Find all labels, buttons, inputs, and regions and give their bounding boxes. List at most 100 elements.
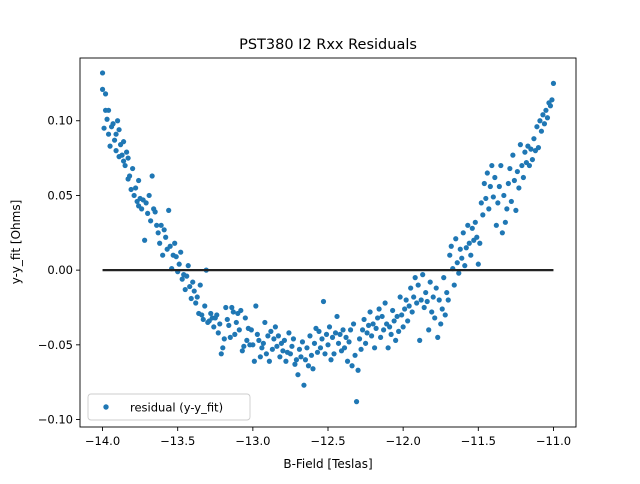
scatter-point [490,194,496,200]
scatter-point [420,272,426,278]
scatter-point [319,336,325,342]
scatter-point [166,207,172,213]
scatter-point [406,303,412,309]
scatter-point [436,297,442,303]
scatter-point [388,331,394,337]
scatter-point [469,225,475,231]
scatter-point [537,118,543,124]
scatter-point [224,316,230,323]
scatter-point [102,91,109,97]
scatter-point [448,243,454,249]
scatter-point [514,168,520,175]
scatter-point [505,180,511,187]
scatter-point [534,124,540,130]
scatter-point [367,309,373,315]
scatter-point [499,230,505,236]
scatter-point [341,345,348,351]
scatter-point [513,207,519,213]
scatter-point [426,327,432,333]
scatter-point [529,156,536,163]
scatter-point [227,334,233,340]
scatter-point [520,174,526,181]
scatter-point [238,307,244,314]
scatter-point [459,255,465,261]
scatter-point [544,115,551,121]
scatter-point [305,363,312,369]
scatter-point [317,345,324,351]
scatter-point [371,345,378,351]
scatter-point [344,358,351,364]
scatter-point [496,183,502,190]
scatter-point [232,331,238,337]
scatter-point [381,327,387,333]
scatter-point [116,127,122,133]
scatter-point [382,300,388,306]
scatter-point [493,222,499,228]
scatter-point [378,334,384,340]
y-tick-label: 0.05 [47,188,73,202]
scatter-point [110,121,116,127]
scatter-point [289,343,295,349]
scatter-point [182,286,188,293]
scatter-point [411,294,417,300]
scatter-point [463,245,469,251]
scatter-point [368,333,375,339]
scatter-point [415,282,421,288]
scatter-point [160,252,166,258]
scatter-point [272,324,278,330]
scatter-point [375,315,381,321]
scatter-point [549,97,555,103]
scatter-point [507,165,513,172]
scatter-point [223,304,229,311]
scatter-point [492,174,498,181]
scatter-point [478,200,484,206]
scatter-point [242,315,248,321]
scatter-point [154,222,160,228]
scatter-point [302,357,309,363]
scatter-point [412,275,418,281]
scatter-point [125,155,131,161]
chart-title: PST380 I2 Rxx Residuals [239,37,417,53]
scatter-point [208,310,214,317]
scatter-point [540,112,546,118]
scatter-point [343,334,349,340]
scatter-point [230,309,236,315]
x-axis-label: B-Field [Teslas] [283,457,372,471]
scatter-point [456,270,462,276]
scatter-point [104,116,110,122]
scatter-point [250,342,256,348]
scatter-point [248,327,254,333]
scatter-point [379,313,385,320]
y-tick-label: 0.00 [47,263,73,277]
scatter-point [99,86,106,92]
scatter-point [320,298,327,305]
scatter-point [158,222,164,228]
scatter-point [400,324,406,330]
y-tick-label: −0.10 [38,413,73,427]
scatter-point [277,354,283,360]
scatter-point [268,328,274,334]
scatter-point [218,351,224,357]
scatter-point [486,206,492,212]
scatter-point [325,342,331,348]
scatter-point [114,118,121,124]
y-axis-label: y-y_fit [Ohms] [9,200,23,285]
x-tick-label: −11.5 [461,434,496,448]
scatter-point [403,297,409,303]
scatter-point [454,260,460,266]
scatter-point [408,285,414,291]
scatter-point [241,343,247,349]
scatter-point [197,282,203,288]
scatter-point [353,399,360,405]
scatter-point [133,185,139,191]
scatter-point [119,152,125,158]
scatter-point [217,321,223,327]
scatter-point [472,219,478,225]
legend: residual (y-y_fit) [87,393,251,421]
scatter-point [176,261,182,267]
scatter-point [352,352,358,358]
scatter-point [462,263,468,269]
legend-label: residual (y-y_fit) [130,401,223,415]
scatter-point [451,282,457,288]
